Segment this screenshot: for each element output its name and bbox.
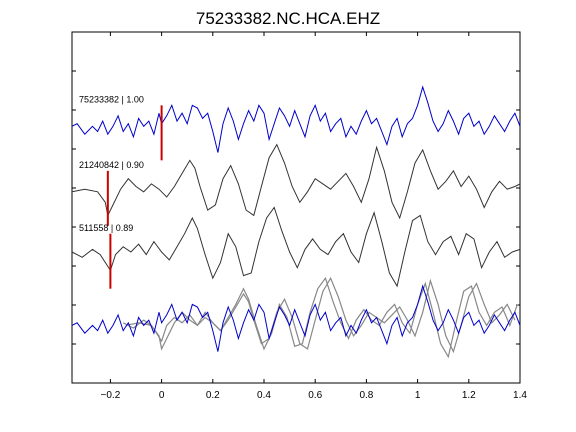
x-axis: −0.2 0 0.2 0.4 0.6 0.8 1 1.2 1.4 xyxy=(101,32,527,401)
trace-label: 511558 | 0.89 xyxy=(79,223,133,233)
chart-title: 75233382.NC.HCA.EHZ xyxy=(196,9,380,28)
x-tick-label: 1.2 xyxy=(462,390,476,401)
traces xyxy=(71,85,521,359)
x-tick-label: 0.2 xyxy=(206,390,220,401)
x-tick-label: −0.2 xyxy=(101,390,121,401)
trace-label: 75233382 | 1.00 xyxy=(79,95,144,105)
x-tick-label: 0 xyxy=(159,390,165,401)
trace-labels: 75233382 | 1.00 21240842 | 0.90 511558 | 0… xyxy=(79,95,144,233)
x-tick-label: 0.4 xyxy=(257,390,271,401)
x-tick-label: 0.8 xyxy=(359,390,373,401)
x-tick-label: 0.6 xyxy=(308,390,322,401)
x-tick-label: 1.4 xyxy=(513,390,527,401)
stack-trace-line xyxy=(71,284,521,352)
trace-label: 21240842 | 0.90 xyxy=(79,160,144,170)
trace-line xyxy=(71,143,521,220)
x-tick-label: 1 xyxy=(415,390,421,401)
trace-line xyxy=(71,206,521,288)
y-axis xyxy=(72,70,520,345)
stack-trace-line xyxy=(125,276,516,354)
trace-line xyxy=(71,85,521,153)
